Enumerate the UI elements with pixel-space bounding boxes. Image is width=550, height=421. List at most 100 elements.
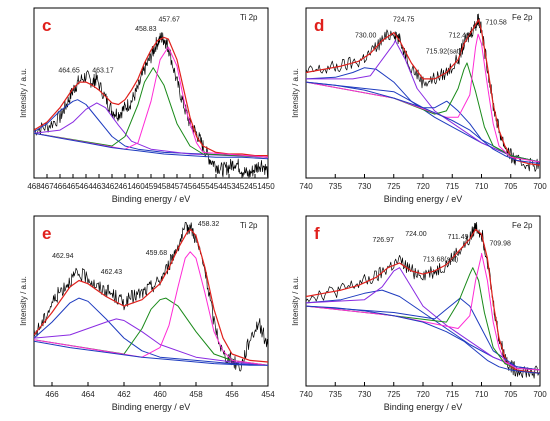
x-tick-label: 740 (299, 182, 313, 191)
x-tick-label: 466 (53, 182, 67, 191)
peak-label: 713.68(sat) (423, 256, 458, 263)
background-line (34, 132, 268, 160)
x-tick-label: 720 (416, 182, 430, 191)
x-tick-label: 467 (40, 182, 54, 191)
peak-label: 462.43 (101, 269, 123, 276)
fit-peak-line (34, 99, 268, 158)
x-tick-label: 461 (118, 182, 132, 191)
peak-label: 726.97 (373, 237, 395, 244)
curves (306, 221, 540, 379)
x-axis-label: Binding energy / eV (384, 194, 463, 204)
peak-label: 730.00 (355, 32, 377, 39)
peak-label: 463.17 (92, 68, 114, 75)
fit-peak-line (34, 318, 268, 366)
x-tick-label: 700 (533, 390, 547, 399)
peak-label: 715.92(sat) (426, 48, 461, 55)
x-tick-label: 454 (209, 182, 223, 191)
x-tick-label: 735 (329, 390, 343, 399)
panel-e: 466 464 462 460 458 456 454 Binding energy / eV… (19, 215, 275, 412)
x-tick-label: 700 (533, 182, 547, 191)
x-tick-label: 725 (387, 182, 401, 191)
x-tick-label: 465 (66, 182, 80, 191)
x-tick-label: 454 (261, 390, 275, 399)
peak-label: 709.98 (490, 240, 512, 247)
peak-label: 459.68 (146, 250, 168, 257)
x-tick-label: 455 (196, 182, 210, 191)
x-tick-label: 459 (144, 182, 158, 191)
x-axis-label: Binding energy / eV (384, 402, 463, 412)
background-line (306, 81, 540, 165)
panel-title: Ti 2p (240, 221, 258, 230)
raw-data-line (306, 13, 540, 172)
fit-peak-line (306, 297, 540, 371)
x-tick-label: 710 (475, 182, 489, 191)
panel-letter: c (42, 16, 51, 35)
panel-title: Ti 2p (240, 13, 258, 22)
fit-peak-line (306, 81, 540, 163)
x-tick-label: 468 (27, 182, 41, 191)
x-tick-label: 452 (235, 182, 249, 191)
x-tick-label: 463 (92, 182, 106, 191)
fit-peak-line (306, 40, 540, 163)
y-axis-label: Intensity / a.u. (291, 68, 300, 118)
panel-c: 468 467 466 465 464 463 462 461 460 459 458 457 456 4… (19, 7, 275, 204)
fit-envelope-line (34, 228, 268, 363)
peak-label: 711.49 (448, 234, 469, 241)
panel-d: 740 735 730 725 720 715 710 705 700 Binding energ… (291, 7, 547, 204)
y-axis-label: Intensity / a.u. (291, 276, 300, 326)
peak-label: 712.48 (449, 32, 471, 39)
panel-letter: f (314, 224, 320, 243)
x-tick-label: 453 (222, 182, 236, 191)
peak-label: 724.00 (405, 231, 427, 238)
x-tick-label: 462 (105, 182, 119, 191)
fit-peak-line (306, 252, 540, 371)
peak-label: 458.32 (198, 221, 220, 228)
panel-title: Fe 2p (512, 221, 533, 230)
peak-label: 710.58 (485, 20, 507, 27)
peak-label: 457.67 (158, 16, 180, 23)
panel-title: Fe 2p (512, 13, 533, 22)
fit-peak-line (34, 67, 268, 158)
x-tick-label: 462 (117, 390, 131, 399)
y-axis-label: Intensity / a.u. (19, 68, 28, 118)
fit-peak-line (34, 102, 268, 158)
curves (306, 13, 540, 172)
x-tick-label: 458 (189, 390, 203, 399)
fit-peak-line (34, 297, 268, 366)
fit-peak-line (34, 297, 268, 366)
y-axis-label: Intensity / a.u. (19, 276, 28, 326)
fit-peak-line (34, 251, 268, 366)
x-tick-label: 735 (329, 182, 343, 191)
x-tick-label: 705 (504, 182, 518, 191)
x-axis-label: Binding energy / eV (112, 194, 191, 204)
x-tick-label: 730 (358, 182, 372, 191)
x-tick-label: 450 (261, 182, 275, 191)
fit-envelope-line (34, 36, 268, 157)
peak-label: 458.83 (135, 26, 157, 33)
panel-letter: d (314, 16, 324, 35)
x-tick-label: 710 (475, 390, 489, 399)
x-tick-label: 460 (153, 390, 167, 399)
fit-peak-line (306, 62, 540, 163)
x-axis-label: Binding energy / eV (112, 402, 191, 412)
fit-peak-line (306, 33, 540, 163)
x-tick-label: 720 (416, 390, 430, 399)
peak-label: 724.75 (393, 16, 415, 23)
plot-frame (33, 215, 269, 387)
x-tick-label: 715 (446, 390, 460, 399)
panel-letter: e (42, 224, 51, 243)
x-tick-label: 456 (183, 182, 197, 191)
background-line (34, 340, 268, 366)
x-tick-label: 705 (504, 390, 518, 399)
x-tick-label: 464 (81, 390, 95, 399)
fit-peak-line (306, 267, 540, 371)
x-tick-label: 740 (299, 390, 313, 399)
x-tick-label: 464 (79, 182, 93, 191)
peak-label: 462.94 (52, 253, 74, 260)
x-tick-label: 451 (248, 182, 262, 191)
fit-peak-line (306, 267, 540, 371)
background-line (306, 305, 540, 374)
curves (34, 221, 268, 372)
curves (34, 32, 268, 178)
